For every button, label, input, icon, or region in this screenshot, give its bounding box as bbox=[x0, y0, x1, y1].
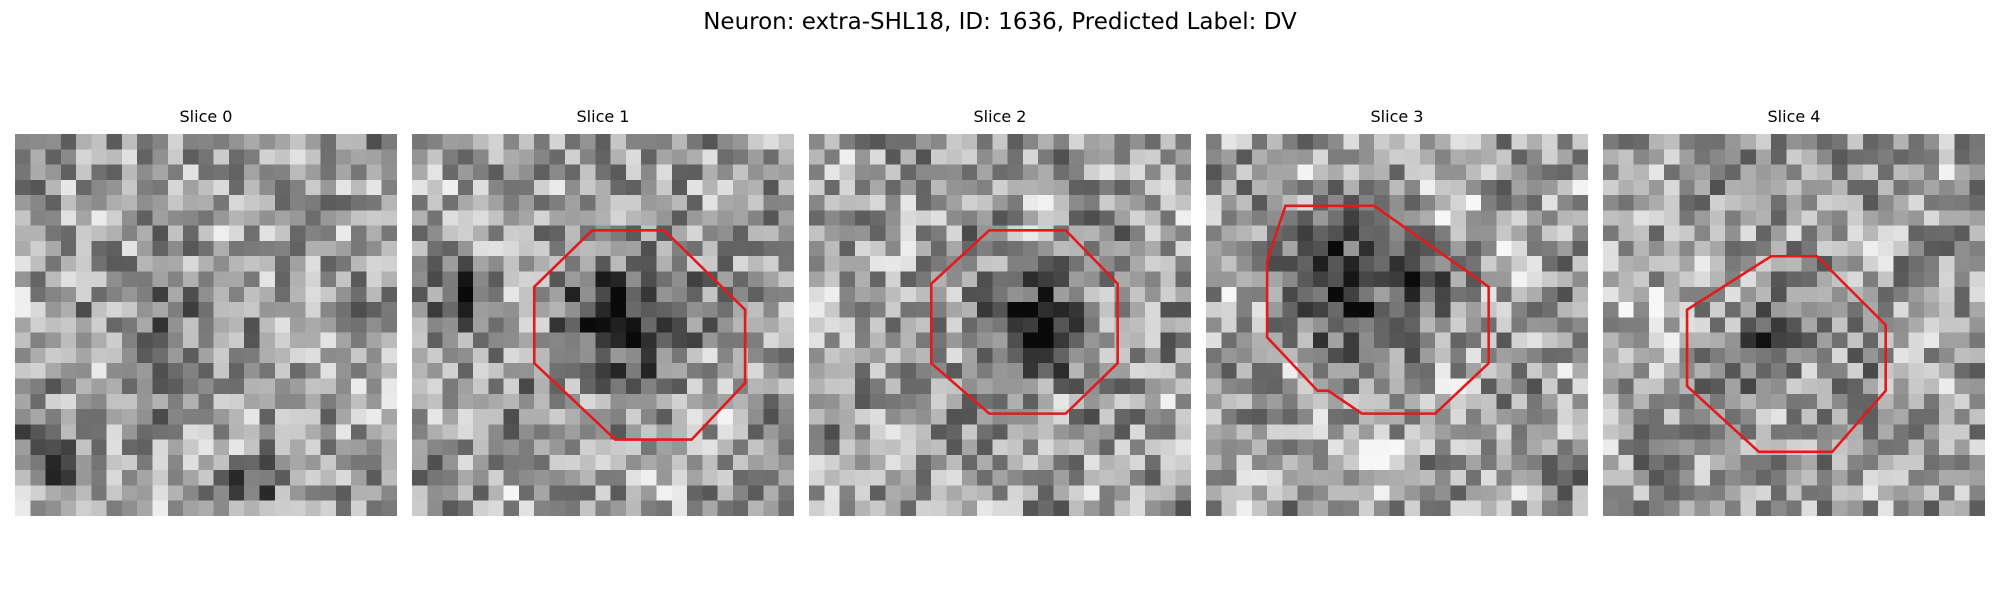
microscopy-image bbox=[809, 134, 1191, 516]
slice-title: Slice 3 bbox=[1370, 107, 1424, 126]
microscopy-image bbox=[412, 134, 794, 516]
slice-title: Slice 0 bbox=[179, 107, 233, 126]
slice-panel: Slice 0 bbox=[15, 106, 397, 516]
slice-title: Slice 4 bbox=[1767, 107, 1821, 126]
microscopy-image bbox=[1603, 134, 1985, 516]
slice-title: Slice 2 bbox=[973, 107, 1027, 126]
roi-outline bbox=[532, 228, 747, 441]
microscopy-image bbox=[1206, 134, 1588, 516]
figure-title: Neuron: extra-SHL18, ID: 1636, Predicted… bbox=[703, 9, 1297, 35]
roi-outline bbox=[1265, 204, 1490, 415]
slice-panel: Slice 3 bbox=[1206, 106, 1588, 516]
slice-title: Slice 1 bbox=[576, 107, 630, 126]
roi-outline bbox=[929, 228, 1119, 415]
slice-panel: Slice 1 bbox=[412, 106, 794, 516]
roi-outline bbox=[1685, 254, 1887, 454]
slice-panel: Slice 2 bbox=[809, 106, 1191, 516]
microscopy-image bbox=[15, 134, 397, 516]
slice-panel: Slice 4 bbox=[1603, 106, 1985, 516]
